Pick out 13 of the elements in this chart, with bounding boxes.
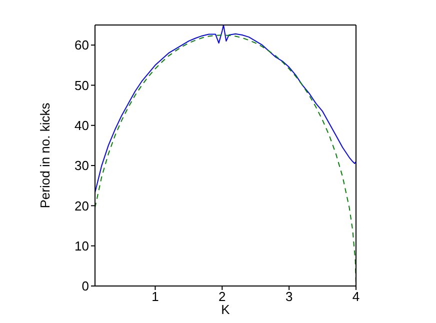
y-tick-label: 20 [74, 198, 89, 214]
x-tick-label: 1 [152, 289, 159, 304]
x-tick-label: 3 [285, 289, 293, 304]
y-tick-label: 0 [82, 278, 89, 294]
x-axis-title: K [221, 302, 230, 317]
y-tick-label: 50 [74, 78, 89, 93]
y-tick-label: 40 [74, 118, 89, 133]
x-tick-label: 4 [352, 289, 360, 304]
x-tick-label: 2 [218, 289, 226, 304]
y-tick-label: 10 [74, 238, 89, 254]
y-axis-title: Period in no. kicks [38, 102, 53, 208]
y-tick-label: 60 [74, 38, 89, 53]
y-tick-label: 30 [74, 158, 89, 174]
